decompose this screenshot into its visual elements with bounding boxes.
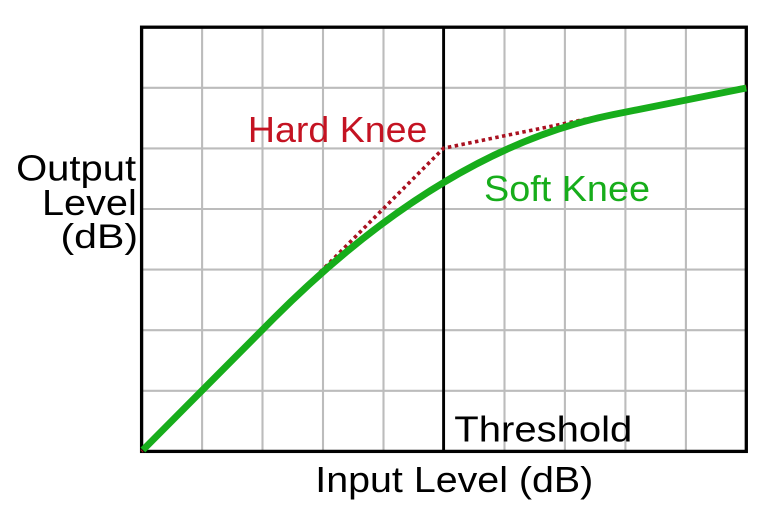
svg-text:(dB): (dB) <box>61 218 139 256</box>
svg-text:Threshold: Threshold <box>454 409 632 450</box>
svg-text:Level: Level <box>42 182 137 223</box>
svg-text:Input Level (dB): Input Level (dB) <box>315 459 593 500</box>
svg-text:Output: Output <box>16 148 136 189</box>
svg-text:Soft Knee: Soft Knee <box>484 168 650 209</box>
svg-text:Hard Knee: Hard Knee <box>248 109 428 150</box>
